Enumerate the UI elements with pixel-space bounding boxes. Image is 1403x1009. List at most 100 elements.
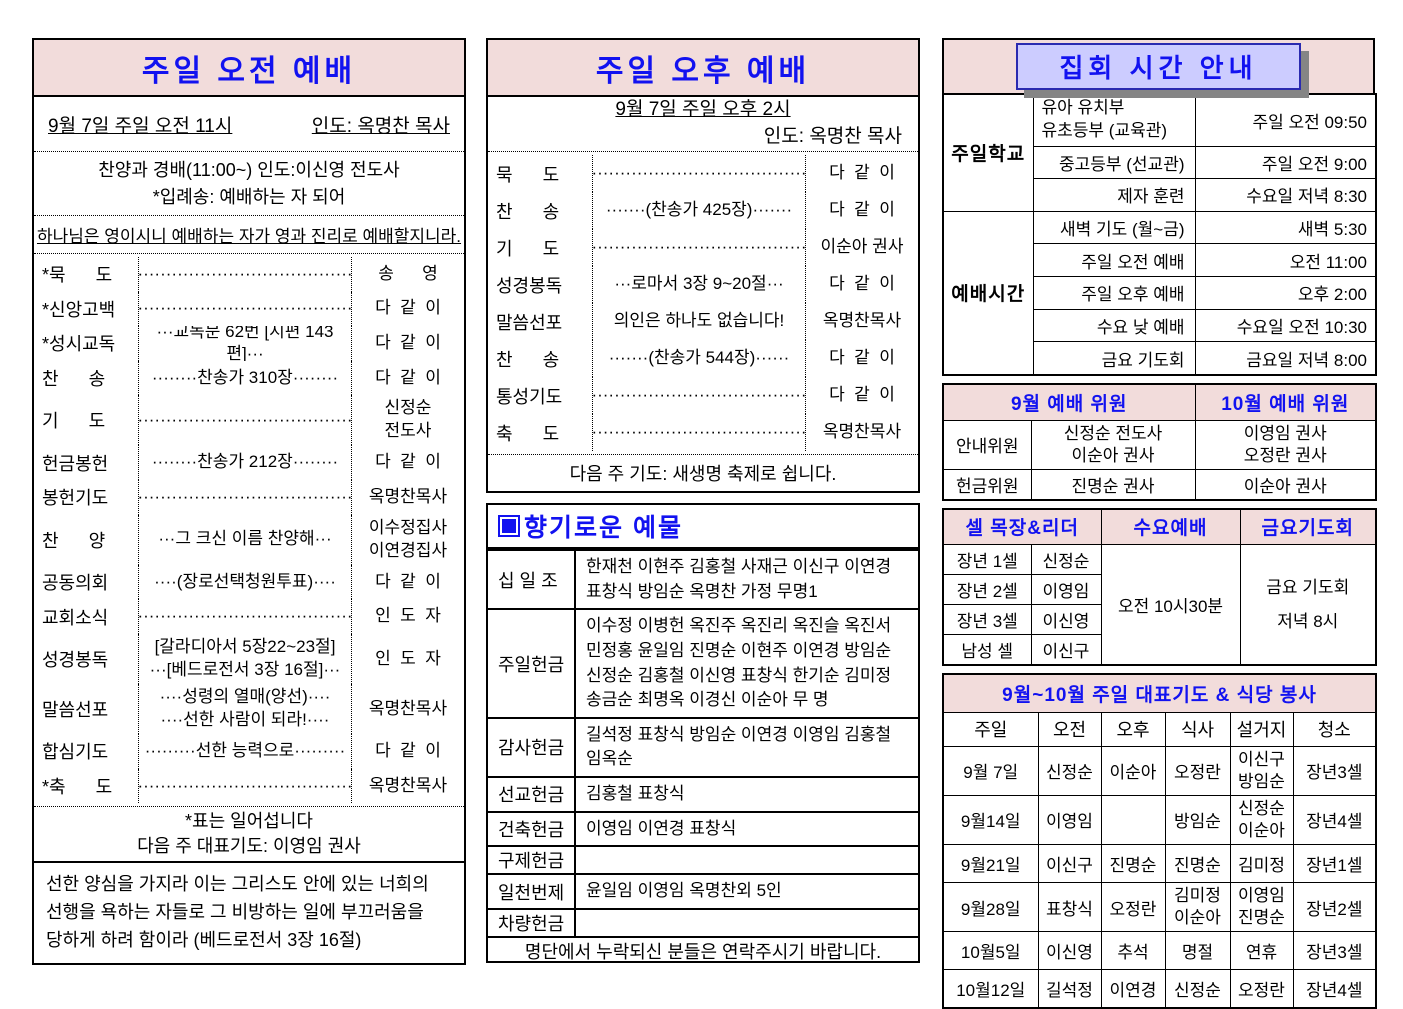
schedule-activity: 금요 기도회 [1032, 341, 1196, 376]
praise-line1: 찬양과 경배(11:00~) 인도:이신영 전도사 [98, 160, 400, 181]
worship-assignee: 이수정집사 이연경집사 [368, 517, 448, 560]
offering-type: 감사헌금 [488, 718, 576, 777]
scripture-banner: 하나님은 영이시니 예배하는 자가 영과 진리로 예배할지니라. [34, 216, 464, 254]
praise-and-worship-row: 찬양과 경배(11:00~) 인도:이신영 전도사 *입례송: 예배하는 자 되… [34, 152, 464, 216]
schedule-activity: 제자 훈련 [1032, 178, 1196, 212]
offering-type: 선교헌금 [488, 778, 576, 811]
worship-assignee: 인 도 자 [375, 648, 441, 668]
cell-leader-table: 셀 목장&리더 수요예배 금요기도회 장년 1셀 신정순 오전 10시30분 금… [942, 507, 1377, 667]
worship-label: 성경봉독 [496, 275, 563, 296]
duty-date: 10월5일 [942, 931, 1039, 971]
worship-assignee: 옥명찬목사 [822, 311, 902, 331]
committee-role: 안내위원 [942, 419, 1032, 470]
worship-detail: ······································ [592, 155, 806, 192]
duty-roster-table: 9월~10월 주일 대표기도 & 식당 봉사 주일 오전 오후 식사 설거지 청… [942, 673, 1378, 1009]
duty-date: 9월28일 [942, 882, 1039, 933]
worship-assignee: 다 같 이 [375, 452, 441, 472]
cell-name: 남성 셀 [942, 634, 1032, 666]
worship-detail: ······································ [592, 377, 806, 414]
worship-detail: 의인은 하나도 없습니다! [592, 303, 806, 340]
offering-footer-note: 명단에서 누락되신 분들은 연락주시기 바랍니다. [488, 936, 918, 964]
offering-row: 선교헌금 김홍철 표창식 [488, 776, 918, 811]
square-bullet-icon [498, 515, 520, 537]
worship-assignee: 옥명찬목사 [822, 422, 902, 442]
worship-label: 기 도 [42, 411, 106, 432]
duty-cleaning: 장년4셀 [1292, 969, 1377, 1009]
standing-note-row: *표는 일어섭니다 다음 주 대표기도: 이영임 권사 [34, 806, 464, 861]
worship-assignee: 다 같 이 [375, 741, 441, 760]
worship-label: 합심기도 [42, 742, 109, 763]
duty-roster-title: 9월~10월 주일 대표기도 & 식당 봉사 [942, 673, 1377, 713]
worship-row: 찬 양 ···그 크신 이름 찬양해··· 이수정집사 이연경집사 [34, 514, 464, 565]
offering-row: 십 일 조 한재천 이현주 김홍철 사재근 이신구 이연경 표창식 방임순 옥명찬… [488, 549, 918, 609]
worship-label: 찬 송 [496, 201, 560, 222]
duty-cleaning: 장년3셀 [1292, 931, 1377, 971]
duty-afternoon: 진명순 [1100, 844, 1166, 884]
duty-dishes: 이영임 진명순 [1229, 882, 1294, 933]
duty-date: 10월12일 [942, 969, 1039, 1009]
duty-morning: 길석정 [1037, 969, 1102, 1009]
worship-detail: ······································ [138, 599, 352, 634]
offering-type: 구제헌금 [488, 847, 576, 874]
worship-detail: ······································ [138, 291, 352, 327]
worship-detail: ···교독문 62번 [시편 143편]··· [138, 326, 352, 361]
worship-detail: ······································ [138, 395, 352, 446]
worship-assignee: 다 같 이 [375, 298, 441, 318]
duty-cleaning: 장년4셀 [1292, 794, 1377, 846]
duty-meal: 김미정 이순아 [1164, 882, 1231, 933]
offering-names [576, 910, 918, 936]
cell-name: 장년 3셀 [942, 604, 1032, 636]
worship-detail: ······································ [138, 768, 352, 804]
worship-label: 기 도 [496, 238, 560, 259]
worship-row: 말씀선포 의인은 하나도 없습니다! 옥명찬목사 [488, 303, 918, 340]
worship-assignee: 신정순 전도사 [384, 398, 432, 441]
worship-row: 헌금봉헌 ········찬송가 212장········ 다 같 이 [34, 445, 464, 481]
worship-detail: ·······(찬송가 544장)······ [592, 340, 806, 377]
duty-col-morning: 오전 [1037, 711, 1102, 747]
afternoon-leader: 인도: 옥명찬 목사 [763, 126, 902, 147]
worship-assignee: 다 같 이 [829, 200, 895, 220]
worship-row: 통성기도 ····································… [488, 377, 918, 414]
worship-label: 봉헌기도 [42, 488, 109, 509]
praise-line2: *입례송: 예배하는 자 되어 [152, 186, 346, 207]
worship-row: 찬 송 ········찬송가 310장········ 다 같 이 [34, 360, 464, 396]
schedule-time: 수요일 오전 10:30 [1194, 308, 1377, 343]
duty-morning: 이신영 [1037, 931, 1102, 971]
offering-type: 일천번제 [488, 875, 576, 909]
duty-dishes: 이신구 방임순 [1229, 745, 1294, 796]
worship-detail: ·········선한 능력으로········· [138, 734, 352, 769]
offering-names: 한재천 이현주 김홍철 사재근 이신구 이연경 표창식 방임순 옥명찬 가정 무… [586, 557, 892, 601]
duty-col-meal: 식사 [1164, 711, 1231, 747]
schedule-time: 주일 오전 9:00 [1194, 145, 1377, 180]
offering-type: 건축헌금 [488, 812, 576, 846]
afternoon-title: 주일 오후 예배 [488, 40, 918, 97]
morning-service-column: 주일 오전 예배 9월 7일 주일 오전 11시 인도: 옥명찬 목사 찬양과 … [32, 38, 466, 965]
worship-detail: ······································ [592, 229, 806, 266]
schedule-activity: 중고등부 (선교관) [1032, 145, 1196, 180]
offering-type: 차량헌금 [488, 910, 576, 937]
worship-assignee: 옥명찬목사 [368, 775, 448, 795]
duty-morning: 표창식 [1037, 882, 1102, 933]
worship-assignee: 옥명찬목사 [368, 698, 448, 718]
worship-label: 헌금봉헌 [42, 453, 109, 474]
standing-note: *표는 일어섭니다 [185, 811, 313, 832]
duty-meal: 진명순 [1164, 844, 1231, 884]
duty-col-dishes: 설거지 [1229, 711, 1294, 747]
worship-label: 말씀선포 [42, 700, 109, 721]
duty-date: 9월 7일 [942, 745, 1039, 796]
offering-panel: 향기로운 예물 십 일 조 한재천 이현주 김홍철 사재근 이신구 이연경 표창식… [486, 503, 920, 963]
schedule-time: 주일 오전 09:50 [1194, 93, 1377, 147]
worship-assignee: 다 같 이 [829, 348, 895, 368]
worship-detail: ······································ [138, 257, 352, 292]
worship-assignee: 다 같 이 [375, 332, 441, 352]
friday-prayer-time: 금요 기도회 저녁 8시 [1239, 544, 1377, 666]
worship-row: 봉헌기도 ····································… [34, 480, 464, 515]
cell-leader: 이신구 [1030, 634, 1102, 666]
duty-afternoon: 이연경 [1100, 969, 1166, 1009]
schedule-title: 집회 시간 안내 [1015, 43, 1302, 90]
worship-assignee: 다 같 이 [829, 163, 895, 183]
worship-row: 성경봉독 [갈라디아서 5장22~23절] ···[베드로전서 3장 16절]··… [34, 633, 464, 685]
schedule-title-band: 집회 시간 안내 [942, 38, 1375, 95]
worship-row: 합심기도 ·········선한 능력으로········· 다 같 이 [34, 734, 464, 769]
schedule-time: 오후 2:00 [1194, 276, 1377, 310]
